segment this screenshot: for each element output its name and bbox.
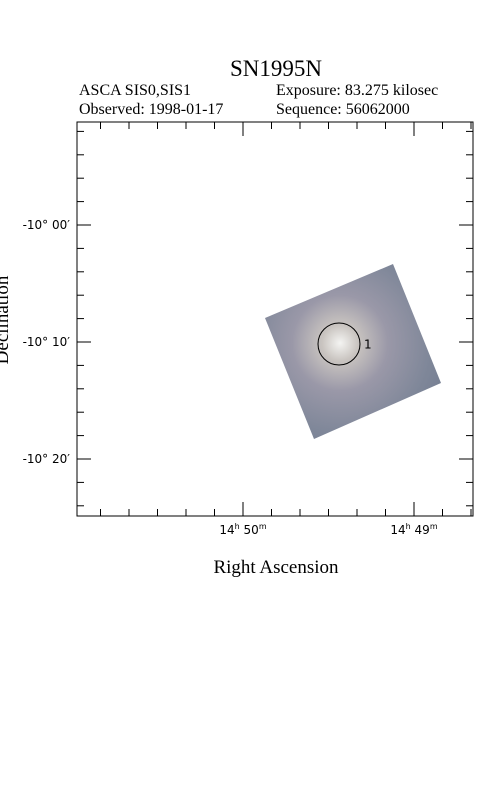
- x-tick-label-part: m: [259, 522, 267, 531]
- x-tick-label: 14h 49m: [390, 522, 437, 537]
- x-axis-label: Right Ascension: [213, 557, 339, 578]
- y-axis-label: Declination: [0, 275, 13, 364]
- info: Exposure: 83.275 kilosec: [276, 82, 438, 99]
- x-tick-label-part: 49: [411, 523, 430, 537]
- x-tick-label: 14h 50m: [219, 522, 266, 537]
- x-tick-label-part: h: [235, 522, 240, 531]
- info: Observed: 1998-01-17: [79, 101, 223, 118]
- source-region: [317, 322, 361, 366]
- ticks: [77, 122, 473, 516]
- x-tick-label-part: h: [406, 522, 411, 531]
- x-tick-label-part: 14: [390, 523, 405, 537]
- y-tick-label: -10° 10′: [23, 335, 71, 349]
- y-tick-label: -10° 00′: [23, 218, 71, 232]
- info: ASCA SIS0,SIS1: [79, 82, 191, 99]
- x-tick-label-part: 50: [240, 523, 259, 537]
- y-tick-label: -10° 20′: [23, 452, 71, 466]
- info: Sequence: 56062000: [276, 101, 410, 118]
- x-tick-label-part: 14: [219, 523, 234, 537]
- sky-image: [265, 264, 441, 439]
- title: SN1995N: [230, 56, 322, 81]
- x-tick-label-part: m: [430, 522, 438, 531]
- source-label: 1: [364, 338, 372, 352]
